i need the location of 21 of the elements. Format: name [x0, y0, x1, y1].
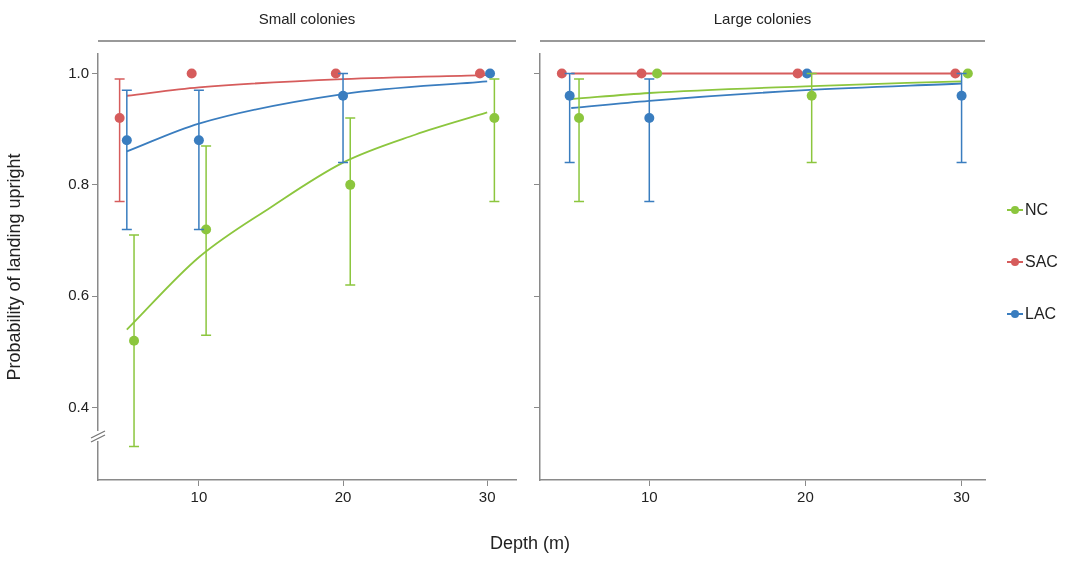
chart-title: Large colonies [540, 8, 985, 42]
y-tick-label: 0.6 [68, 286, 89, 304]
x-tick-label: 20 [334, 488, 352, 506]
legend-label: LAC [1025, 305, 1057, 323]
chart-title: Small colonies [98, 8, 516, 42]
y-tick-label: 0.8 [68, 175, 89, 192]
x-tick-label: 30 [953, 488, 970, 506]
legend-label: NC [1025, 201, 1049, 219]
point [186, 68, 197, 79]
y-tick-label: 0.4 [68, 397, 89, 415]
legend-label: SAC [1025, 253, 1058, 271]
y-axis-title: Probability of landing upright [3, 153, 24, 381]
x-tick-label: 10 [190, 488, 208, 506]
x-axis-title: Depth (m) [489, 533, 571, 554]
x-tick-label: 30 [478, 488, 496, 506]
point [474, 68, 485, 79]
x-tick-label: 10 [640, 488, 658, 506]
y-tick-label: 1.0 [68, 63, 89, 81]
x-tick-label: 20 [797, 488, 814, 506]
point [330, 68, 341, 79]
point [485, 68, 496, 79]
